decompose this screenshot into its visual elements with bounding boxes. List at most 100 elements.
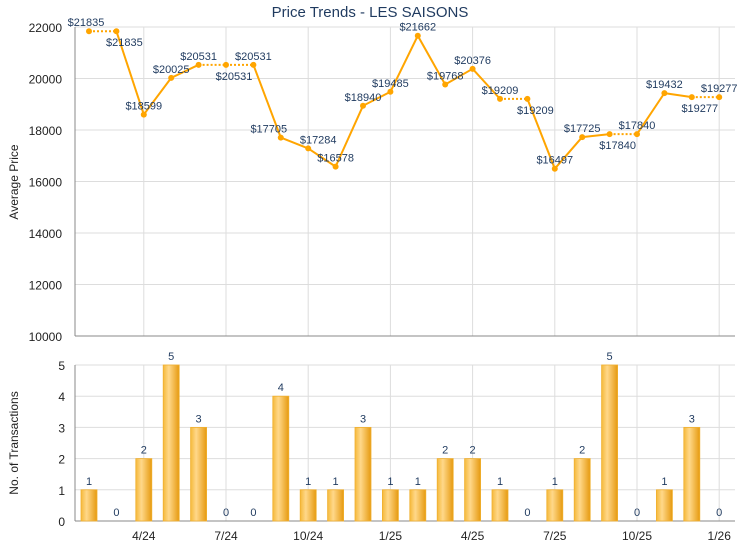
bar-label: 1 [333, 476, 339, 488]
bar-label: 2 [442, 445, 448, 457]
data-point [661, 90, 668, 97]
y-tick-label: 0 [58, 515, 65, 529]
data-label: $20531 [180, 51, 217, 63]
bar-label: 0 [524, 507, 530, 519]
x-tick-label: 4/24 [132, 529, 156, 543]
line-segment [636, 92, 666, 135]
bar-label: 1 [86, 476, 92, 488]
line-segment [582, 133, 610, 139]
data-label: $17705 [250, 124, 287, 136]
bar-label: 2 [579, 445, 585, 457]
bar-label: 3 [360, 413, 366, 425]
data-label: $19485 [372, 78, 409, 90]
bar [272, 395, 290, 522]
data-label: $17840 [619, 120, 656, 132]
data-point [86, 28, 92, 35]
data-point [606, 131, 613, 138]
data-point [716, 94, 723, 101]
bar [656, 489, 673, 522]
line-segment [554, 136, 583, 170]
bar [327, 489, 345, 522]
bar [683, 426, 701, 522]
bar [436, 458, 454, 522]
bar [190, 426, 208, 522]
line-segment [252, 64, 282, 138]
data-point [414, 32, 421, 39]
data-label: $19209 [482, 85, 519, 97]
bar-label: 0 [223, 507, 229, 519]
bar-label: 3 [196, 413, 202, 425]
bar [573, 458, 591, 522]
y-tick-label: 16000 [29, 176, 63, 190]
data-label: $20531 [235, 51, 272, 63]
bar [601, 364, 618, 522]
y-tick-label: 2 [58, 453, 65, 467]
data-point [360, 102, 366, 109]
bar-label: 0 [634, 507, 640, 519]
bar [464, 458, 482, 522]
bar-label: 2 [470, 445, 476, 457]
bar [381, 489, 399, 522]
data-point [688, 94, 695, 101]
y-tick-label: 22000 [29, 21, 63, 35]
data-point [305, 145, 312, 152]
bar [135, 458, 153, 522]
y-tick-label: 4 [58, 390, 65, 404]
data-label: $21662 [399, 22, 436, 34]
data-point [551, 165, 558, 172]
x-tick-label: 7/25 [543, 529, 567, 543]
y-tick-label: 20000 [29, 73, 63, 87]
line-segment [664, 92, 692, 99]
line-segment [416, 35, 447, 85]
bar [80, 489, 98, 522]
line-segment [115, 30, 145, 115]
y-tick-label: 12000 [29, 279, 63, 293]
chart-title: Price Trends - LES SAISONS [272, 4, 469, 21]
bar-label: 0 [113, 507, 119, 519]
data-point [195, 61, 202, 68]
x-tick-label: 10/25 [622, 529, 652, 543]
data-point [469, 65, 476, 72]
data-point [113, 28, 120, 35]
bar [409, 489, 427, 522]
data-point [524, 95, 531, 102]
data-point [332, 163, 339, 170]
y-tick-label: 14000 [29, 227, 63, 241]
line-segment [471, 68, 501, 100]
bar-label: 1 [661, 476, 667, 488]
data-label: $19768 [427, 70, 464, 82]
data-point [497, 95, 503, 102]
data-label: $18940 [345, 92, 382, 104]
bar-label: 1 [497, 476, 503, 488]
data-point [250, 61, 257, 68]
data-label: $17840 [599, 140, 636, 152]
line-segment [362, 90, 391, 107]
data-point [634, 131, 640, 138]
data-point [168, 74, 175, 81]
bar-label: 4 [278, 382, 284, 394]
bar [299, 489, 317, 522]
line-segment [334, 105, 364, 168]
bar [354, 426, 372, 522]
y-axis-label-price: Average Price [7, 144, 21, 219]
data-point [387, 88, 394, 95]
y-tick-label: 5 [58, 359, 65, 373]
y-tick-label: 10000 [29, 330, 63, 344]
y-axis-label-transactions: No. of Transactions [7, 391, 21, 494]
data-label: $21835 [106, 37, 143, 49]
data-label: $17284 [300, 134, 337, 146]
line-segment [280, 136, 309, 150]
y-tick-label: 18000 [29, 124, 63, 138]
x-tick-label: 10/24 [293, 529, 323, 543]
bar-label: 1 [305, 476, 311, 488]
bar-label: 5 [607, 351, 613, 363]
line-segment [526, 98, 556, 170]
data-label: $16578 [317, 153, 354, 165]
data-label: $18599 [125, 101, 162, 113]
x-tick-label: 1/25 [379, 529, 403, 543]
x-tick-label: 4/25 [461, 529, 485, 543]
bar [162, 364, 180, 522]
data-label: $19277 [681, 103, 718, 115]
